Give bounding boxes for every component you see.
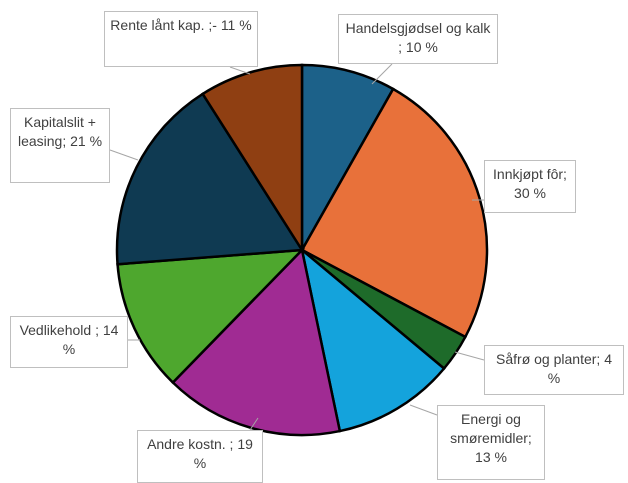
- category-label: Handelsgjødsel og kalk ;: [345, 20, 491, 55]
- value-label: 10 %: [405, 39, 438, 55]
- category-label: Såfrø og planter;: [496, 351, 601, 367]
- data-label: Kapitalslit + leasing; 21 %: [10, 108, 110, 183]
- category-label: Innkjøpt fôr;: [493, 166, 567, 182]
- pie-slice: [171, 247, 342, 437]
- value-label: 19 %: [193, 436, 253, 471]
- pie-slice: [116, 248, 306, 385]
- data-label: Innkjøpt fôr; 30 %: [484, 160, 576, 213]
- value-label: 13 %: [475, 449, 507, 465]
- data-label: Andre kostn. ; 19 %: [137, 430, 263, 483]
- category-label: Kapitalslit + leasing;: [17, 114, 96, 149]
- data-label: Rente lånt kap. ;- 11 %: [104, 11, 258, 67]
- value-label: 11 %: [220, 17, 252, 33]
- pie-slice: [300, 246, 446, 433]
- leader-line: [109, 149, 139, 161]
- category-label: Energi og smøremidler;: [450, 411, 532, 446]
- data-label: Såfrø og planter; 4 %: [484, 345, 624, 395]
- leader-line: [454, 351, 485, 361]
- pie-slice: [300, 87, 489, 339]
- value-label: 21 %: [70, 133, 103, 149]
- leader-line: [229, 66, 251, 75]
- pie-slice: [200, 63, 304, 255]
- leader-line: [249, 417, 259, 431]
- value-label: 30 %: [514, 185, 546, 201]
- value-label: 14 %: [62, 322, 119, 357]
- leader-line: [409, 404, 438, 416]
- category-label: Rente lånt kap. ;-: [110, 17, 217, 33]
- category-label: Vedlikehold ;: [19, 322, 99, 338]
- pie-slice: [115, 92, 305, 266]
- pie-slice: [300, 63, 395, 255]
- data-label: Energi og smøremidler; 13 %: [437, 405, 545, 480]
- data-label: Vedlikehold ; 14 %: [10, 316, 128, 368]
- leader-line: [371, 63, 393, 85]
- data-label: Handelsgjødsel og kalk ; 10 %: [338, 14, 498, 64]
- category-label: Andre kostn. ;: [147, 436, 234, 452]
- value-label: 4 %: [547, 351, 612, 386]
